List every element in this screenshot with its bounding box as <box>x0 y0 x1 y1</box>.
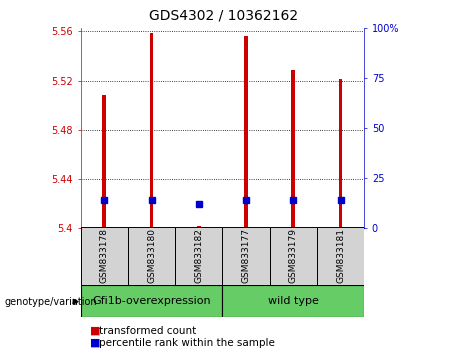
Text: GSM833182: GSM833182 <box>194 228 203 283</box>
Bar <box>175 227 222 285</box>
Bar <box>128 227 175 285</box>
Text: Gfi1b-overexpression: Gfi1b-overexpression <box>92 296 211 306</box>
Text: percentile rank within the sample: percentile rank within the sample <box>99 338 275 348</box>
Text: ■: ■ <box>90 326 100 336</box>
Bar <box>102 95 106 228</box>
Text: GSM833177: GSM833177 <box>242 228 251 283</box>
Text: GSM833180: GSM833180 <box>147 228 156 283</box>
Bar <box>317 227 364 285</box>
Text: GDS4302 / 10362162: GDS4302 / 10362162 <box>149 9 298 23</box>
Bar <box>81 285 222 317</box>
Bar <box>270 227 317 285</box>
Bar <box>291 69 295 228</box>
Bar <box>339 79 343 228</box>
Bar <box>244 36 248 228</box>
Text: genotype/variation: genotype/variation <box>5 297 97 307</box>
Text: transformed count: transformed count <box>99 326 196 336</box>
Bar <box>222 227 270 285</box>
Text: GSM833181: GSM833181 <box>336 228 345 283</box>
Bar <box>197 226 201 228</box>
Bar <box>222 285 364 317</box>
Bar <box>150 33 154 228</box>
Text: GSM833179: GSM833179 <box>289 228 298 283</box>
Text: ■: ■ <box>90 338 100 348</box>
Bar <box>81 227 128 285</box>
Text: GSM833178: GSM833178 <box>100 228 109 283</box>
Text: wild type: wild type <box>268 296 319 306</box>
